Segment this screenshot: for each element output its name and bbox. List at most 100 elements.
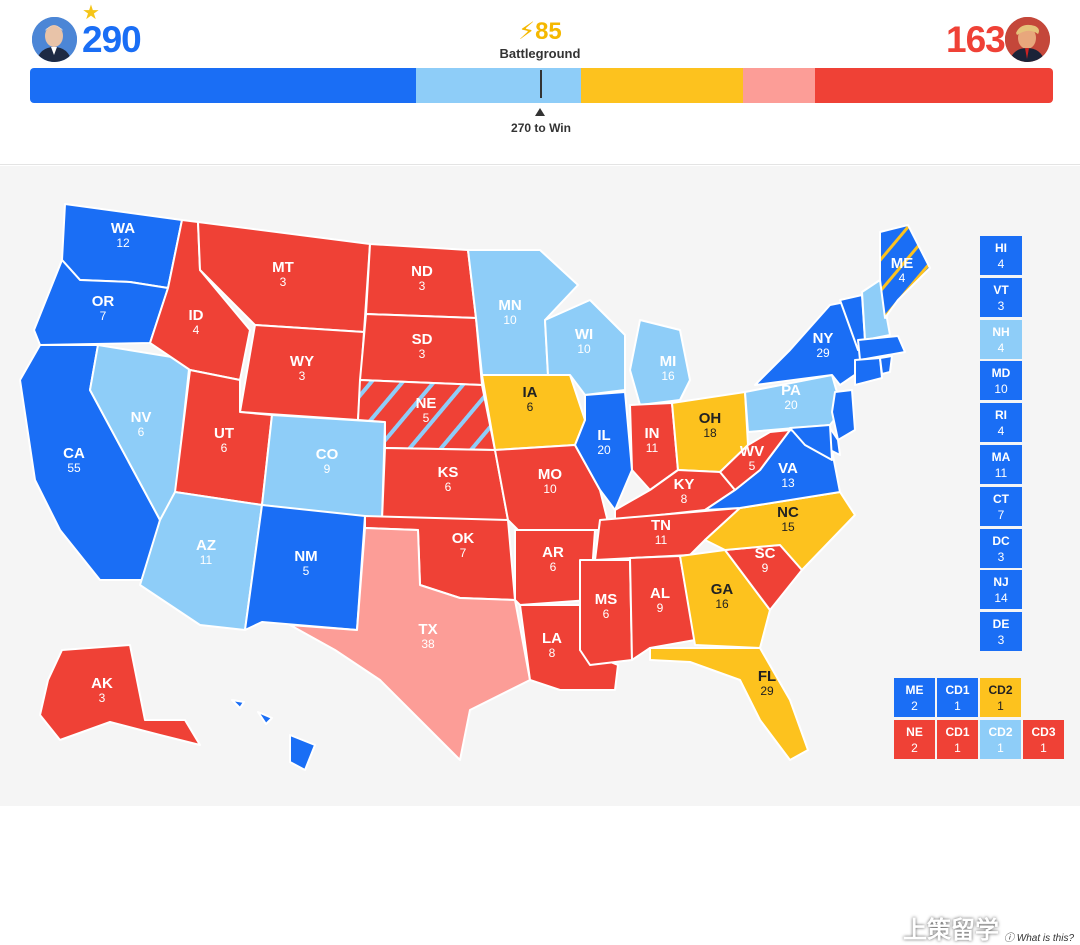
- state-label-MT: MT: [272, 259, 294, 276]
- state-label-VA: VA: [778, 460, 798, 477]
- state-votes-MN: 10: [503, 313, 517, 327]
- state-GA[interactable]: [679, 549, 771, 649]
- state-label-MO: MO: [538, 466, 562, 483]
- state-votes-NY: 29: [816, 346, 830, 360]
- state-votes-IL: 20: [597, 443, 611, 457]
- state-label-WV: WV: [740, 443, 764, 460]
- state-votes-TN: 11: [655, 533, 668, 547]
- small-state-RI[interactable]: RI 4: [980, 403, 1022, 443]
- small-state-MD[interactable]: MD 10: [980, 361, 1022, 401]
- state-NJ[interactable]: [831, 389, 856, 441]
- state-votes-WV: 5: [749, 459, 756, 473]
- state-AK[interactable]: [39, 644, 201, 746]
- state-label-IL: IL: [597, 427, 610, 444]
- small-state-abbr: MD: [991, 366, 1011, 381]
- small-state-MA[interactable]: MA 11: [980, 445, 1022, 484]
- small-state-DC[interactable]: DC 3: [980, 528, 1022, 568]
- state-NH[interactable]: [861, 279, 891, 341]
- state-votes-KS: 6: [445, 480, 452, 494]
- district-cd2-5[interactable]: CD2 1: [980, 720, 1021, 759]
- state-MS[interactable]: [579, 559, 633, 666]
- state-MA[interactable]: [857, 335, 906, 361]
- state-MI[interactable]: [629, 319, 691, 406]
- state-votes-SC: 9: [762, 561, 769, 575]
- state-AR[interactable]: [514, 529, 596, 606]
- small-state-votes: 11: [994, 466, 1008, 480]
- district-label: CD1: [945, 683, 970, 697]
- dem-electoral-count: 290: [82, 19, 142, 60]
- state-label-GA: GA: [711, 581, 734, 598]
- small-state-votes: 3: [997, 633, 1005, 648]
- state-RI[interactable]: [879, 355, 893, 375]
- info-icon: ⓘ: [1004, 933, 1014, 944]
- state-label-NV: NV: [131, 409, 152, 426]
- state-label-TN: TN: [651, 517, 671, 534]
- state-votes-IA: 6: [527, 400, 534, 414]
- district-label: CD2: [988, 725, 1013, 739]
- state-label-UT: UT: [214, 425, 234, 442]
- small-state-HI[interactable]: HI 4: [980, 236, 1022, 275]
- state-label-CA: CA: [63, 445, 85, 462]
- district-votes: 1: [954, 699, 961, 713]
- district-me-0[interactable]: ME 2: [894, 678, 935, 717]
- state-FL[interactable]: [649, 647, 809, 761]
- small-state-NH[interactable]: NH 4: [980, 319, 1022, 359]
- state-ME[interactable]: [879, 224, 931, 319]
- small-state-DE[interactable]: DE 3: [980, 612, 1022, 652]
- state-labels: WA12OR7CA55NV6ID4MT3WY3UT6AZ11CO9NM5ND3S…: [63, 220, 913, 705]
- state-label-KY: KY: [674, 476, 695, 493]
- small-state-CT[interactable]: CT 7: [980, 486, 1022, 526]
- state-label-PA: PA: [781, 382, 801, 399]
- what-is-this-link[interactable]: ⓘ What is this?: [1004, 933, 1075, 944]
- state-votes-NM: 5: [303, 564, 310, 578]
- state-WV[interactable]: [719, 429, 791, 491]
- state-AL[interactable]: [629, 555, 696, 661]
- state-votes-AK: 3: [99, 691, 106, 705]
- district-ne-3[interactable]: NE 2: [894, 720, 935, 759]
- state-votes-NC: 15: [781, 520, 795, 534]
- state-votes-UT: 6: [221, 441, 228, 455]
- state-votes-TX: 38: [421, 637, 435, 651]
- state-votes-GA: 16: [715, 597, 729, 611]
- battleground-label: Battleground: [499, 46, 581, 61]
- battleground-count: ⚡85: [518, 18, 562, 45]
- state-IL[interactable]: [574, 391, 633, 511]
- state-MD[interactable]: [789, 424, 833, 461]
- district-cd3-6[interactable]: CD3 1: [1023, 720, 1064, 759]
- state-votes-OH: 18: [703, 426, 717, 440]
- district-label: CD3: [1031, 725, 1056, 739]
- bar-segment-rep: [815, 68, 1053, 103]
- state-label-ID: ID: [189, 307, 204, 324]
- state-votes-OR: 7: [100, 309, 107, 323]
- state-TX[interactable]: [289, 527, 531, 761]
- small-state-votes: 10: [994, 382, 1008, 397]
- battleground-summary: ⚡85 Battleground: [470, 18, 610, 62]
- state-HI[interactable]: [231, 699, 316, 771]
- small-state-abbr: RI: [995, 408, 1007, 423]
- win-threshold-label: 270 to Win: [511, 121, 571, 135]
- state-label-AK: AK: [91, 675, 113, 692]
- state-label-SD: SD: [412, 331, 433, 348]
- small-state-NJ[interactable]: NJ 14: [980, 570, 1022, 610]
- state-label-CO: CO: [316, 446, 339, 463]
- small-state-VT[interactable]: VT 3: [980, 277, 1022, 317]
- state-votes-MT: 3: [280, 275, 287, 289]
- state-CT[interactable]: [854, 357, 883, 386]
- state-votes-CA: 55: [67, 461, 81, 475]
- winner-star-icon: ★: [82, 2, 100, 24]
- rep-electoral-count: 163: [946, 19, 1006, 60]
- state-label-MS: MS: [595, 591, 618, 608]
- district-cd1-1[interactable]: CD1 1: [937, 678, 978, 717]
- state-votes-KY: 8: [681, 492, 688, 506]
- district-cd1-4[interactable]: CD1 1: [937, 720, 978, 759]
- bar-segment-lean_rep: [743, 68, 816, 103]
- state-votes-AZ: 11: [200, 553, 213, 567]
- district-cd2-2[interactable]: CD2 1: [980, 678, 1021, 717]
- electoral-map: WA 12 OR 7 CA 55 NV 6 ID 4 MT 3 WY 3 UT 6 AZ 11 CO 9 NM 5 ND 3 S…: [0, 166, 1080, 944]
- state-votes-CO: 9: [324, 462, 331, 476]
- district-votes: 2: [911, 699, 918, 713]
- state-label-NY: NY: [813, 330, 834, 347]
- state-votes-WA: 12: [116, 236, 130, 250]
- state-label-IA: IA: [523, 384, 538, 401]
- state-votes-OK: 7: [460, 546, 467, 560]
